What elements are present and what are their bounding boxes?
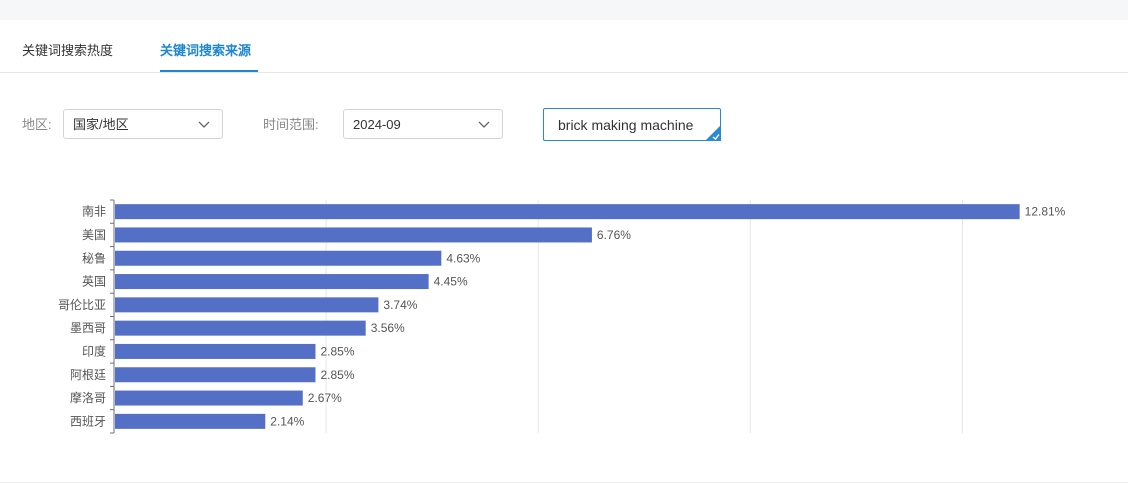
y-tick-label: 英国 — [82, 275, 106, 289]
data-label: 12.81% — [1025, 205, 1066, 219]
y-tick-label: 哥伦比亚 — [58, 297, 106, 312]
bar — [115, 250, 442, 266]
region-label: 地区: — [22, 117, 52, 132]
time-range-select-value: 2024-09 — [353, 117, 401, 132]
bar — [115, 227, 592, 243]
data-label: 3.56% — [371, 321, 405, 335]
y-tick-label: 南非 — [82, 204, 106, 219]
tab-bar: 关键词搜索热度 关键词搜索来源 — [0, 20, 1128, 73]
y-tick-label: 墨西哥 — [70, 321, 106, 335]
checkmark-icon — [705, 125, 721, 141]
time-range-label: 时间范围: — [263, 117, 319, 132]
y-tick-label: 印度 — [82, 343, 106, 358]
time-range-select[interactable]: 2024-09 — [343, 109, 503, 139]
data-label: 2.14% — [270, 414, 304, 428]
y-tick-label: 阿根廷 — [70, 368, 106, 382]
bar — [115, 343, 316, 359]
data-label: 2.85% — [320, 368, 354, 382]
top-strip — [0, 0, 1128, 20]
bar — [115, 390, 303, 406]
bar — [115, 297, 379, 313]
region-select[interactable]: 国家/地区 — [63, 109, 223, 139]
active-tab-indicator — [160, 70, 258, 72]
tab-search-source[interactable]: 关键词搜索来源 — [160, 43, 252, 58]
y-tick-label: 摩洛哥 — [70, 390, 106, 405]
data-label: 2.67% — [308, 391, 342, 405]
bar — [115, 413, 266, 429]
data-label: 6.76% — [597, 228, 631, 242]
chevron-down-icon — [198, 121, 210, 128]
data-label: 4.45% — [434, 275, 468, 289]
bottom-divider — [0, 482, 1128, 483]
y-tick-label: 西班牙 — [70, 414, 106, 428]
tab-search-heat[interactable]: 关键词搜索热度 — [22, 43, 114, 58]
y-tick-label: 美国 — [82, 228, 106, 242]
y-tick-label: 秘鲁 — [82, 251, 106, 265]
region-select-value: 国家/地区 — [73, 117, 129, 132]
data-label: 3.74% — [383, 298, 417, 312]
data-label: 4.63% — [446, 251, 480, 265]
bar — [115, 274, 429, 290]
chevron-down-icon — [478, 121, 490, 128]
bar — [115, 204, 1020, 220]
data-label: 2.85% — [320, 344, 354, 358]
keyword-selector[interactable]: brick making machine — [543, 108, 721, 141]
bar — [115, 367, 316, 383]
bar — [115, 320, 366, 336]
keyword-value: brick making machine — [558, 117, 694, 133]
